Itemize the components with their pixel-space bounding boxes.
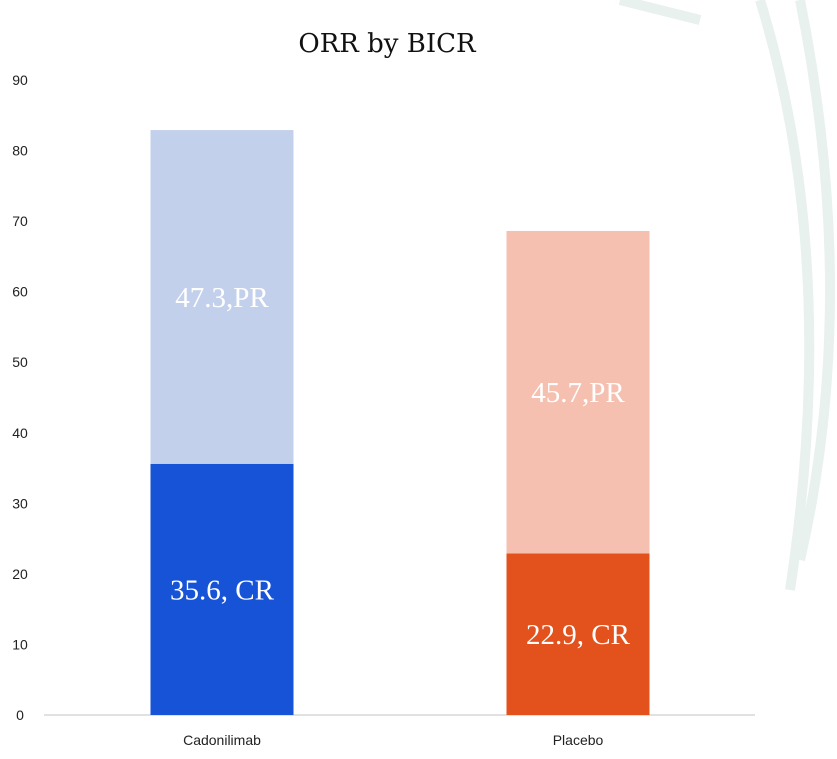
x-axis: Cadonilimab Placebo (183, 732, 603, 748)
bar-segment-label: 45.7,PR (531, 377, 625, 409)
y-tick-label: 90 (12, 72, 28, 88)
bar-segment (150, 463, 294, 715)
y-tick-label: 80 (12, 143, 28, 159)
y-tick-label: 70 (12, 213, 28, 229)
y-tick-label: 40 (12, 425, 28, 441)
bar-segment (506, 230, 650, 554)
bar-segment-label: 47.3,PR (175, 282, 269, 314)
bars: 35.6, CR 47.3,PR 22.9, CR 45.7,PR (150, 130, 650, 715)
bar-segment-label: 35.6, CR (170, 574, 275, 606)
background-decoration (618, 0, 835, 591)
chart-title: ORR by BICR (298, 29, 477, 59)
y-tick-label: 20 (12, 566, 28, 582)
bar-segment (506, 553, 650, 715)
y-tick-label: 30 (12, 495, 28, 511)
y-tick-label: 0 (16, 707, 24, 723)
y-tick-label: 10 (12, 636, 28, 652)
y-axis: 0 10 20 30 40 50 60 70 80 90 (12, 72, 28, 723)
y-tick-label: 50 (12, 354, 28, 370)
y-tick-label: 60 (12, 284, 28, 300)
bar-segment (150, 130, 294, 464)
x-tick-label: Cadonilimab (183, 732, 261, 748)
x-tick-label: Placebo (553, 732, 604, 748)
bar-segment-label: 22.9, CR (526, 619, 631, 651)
